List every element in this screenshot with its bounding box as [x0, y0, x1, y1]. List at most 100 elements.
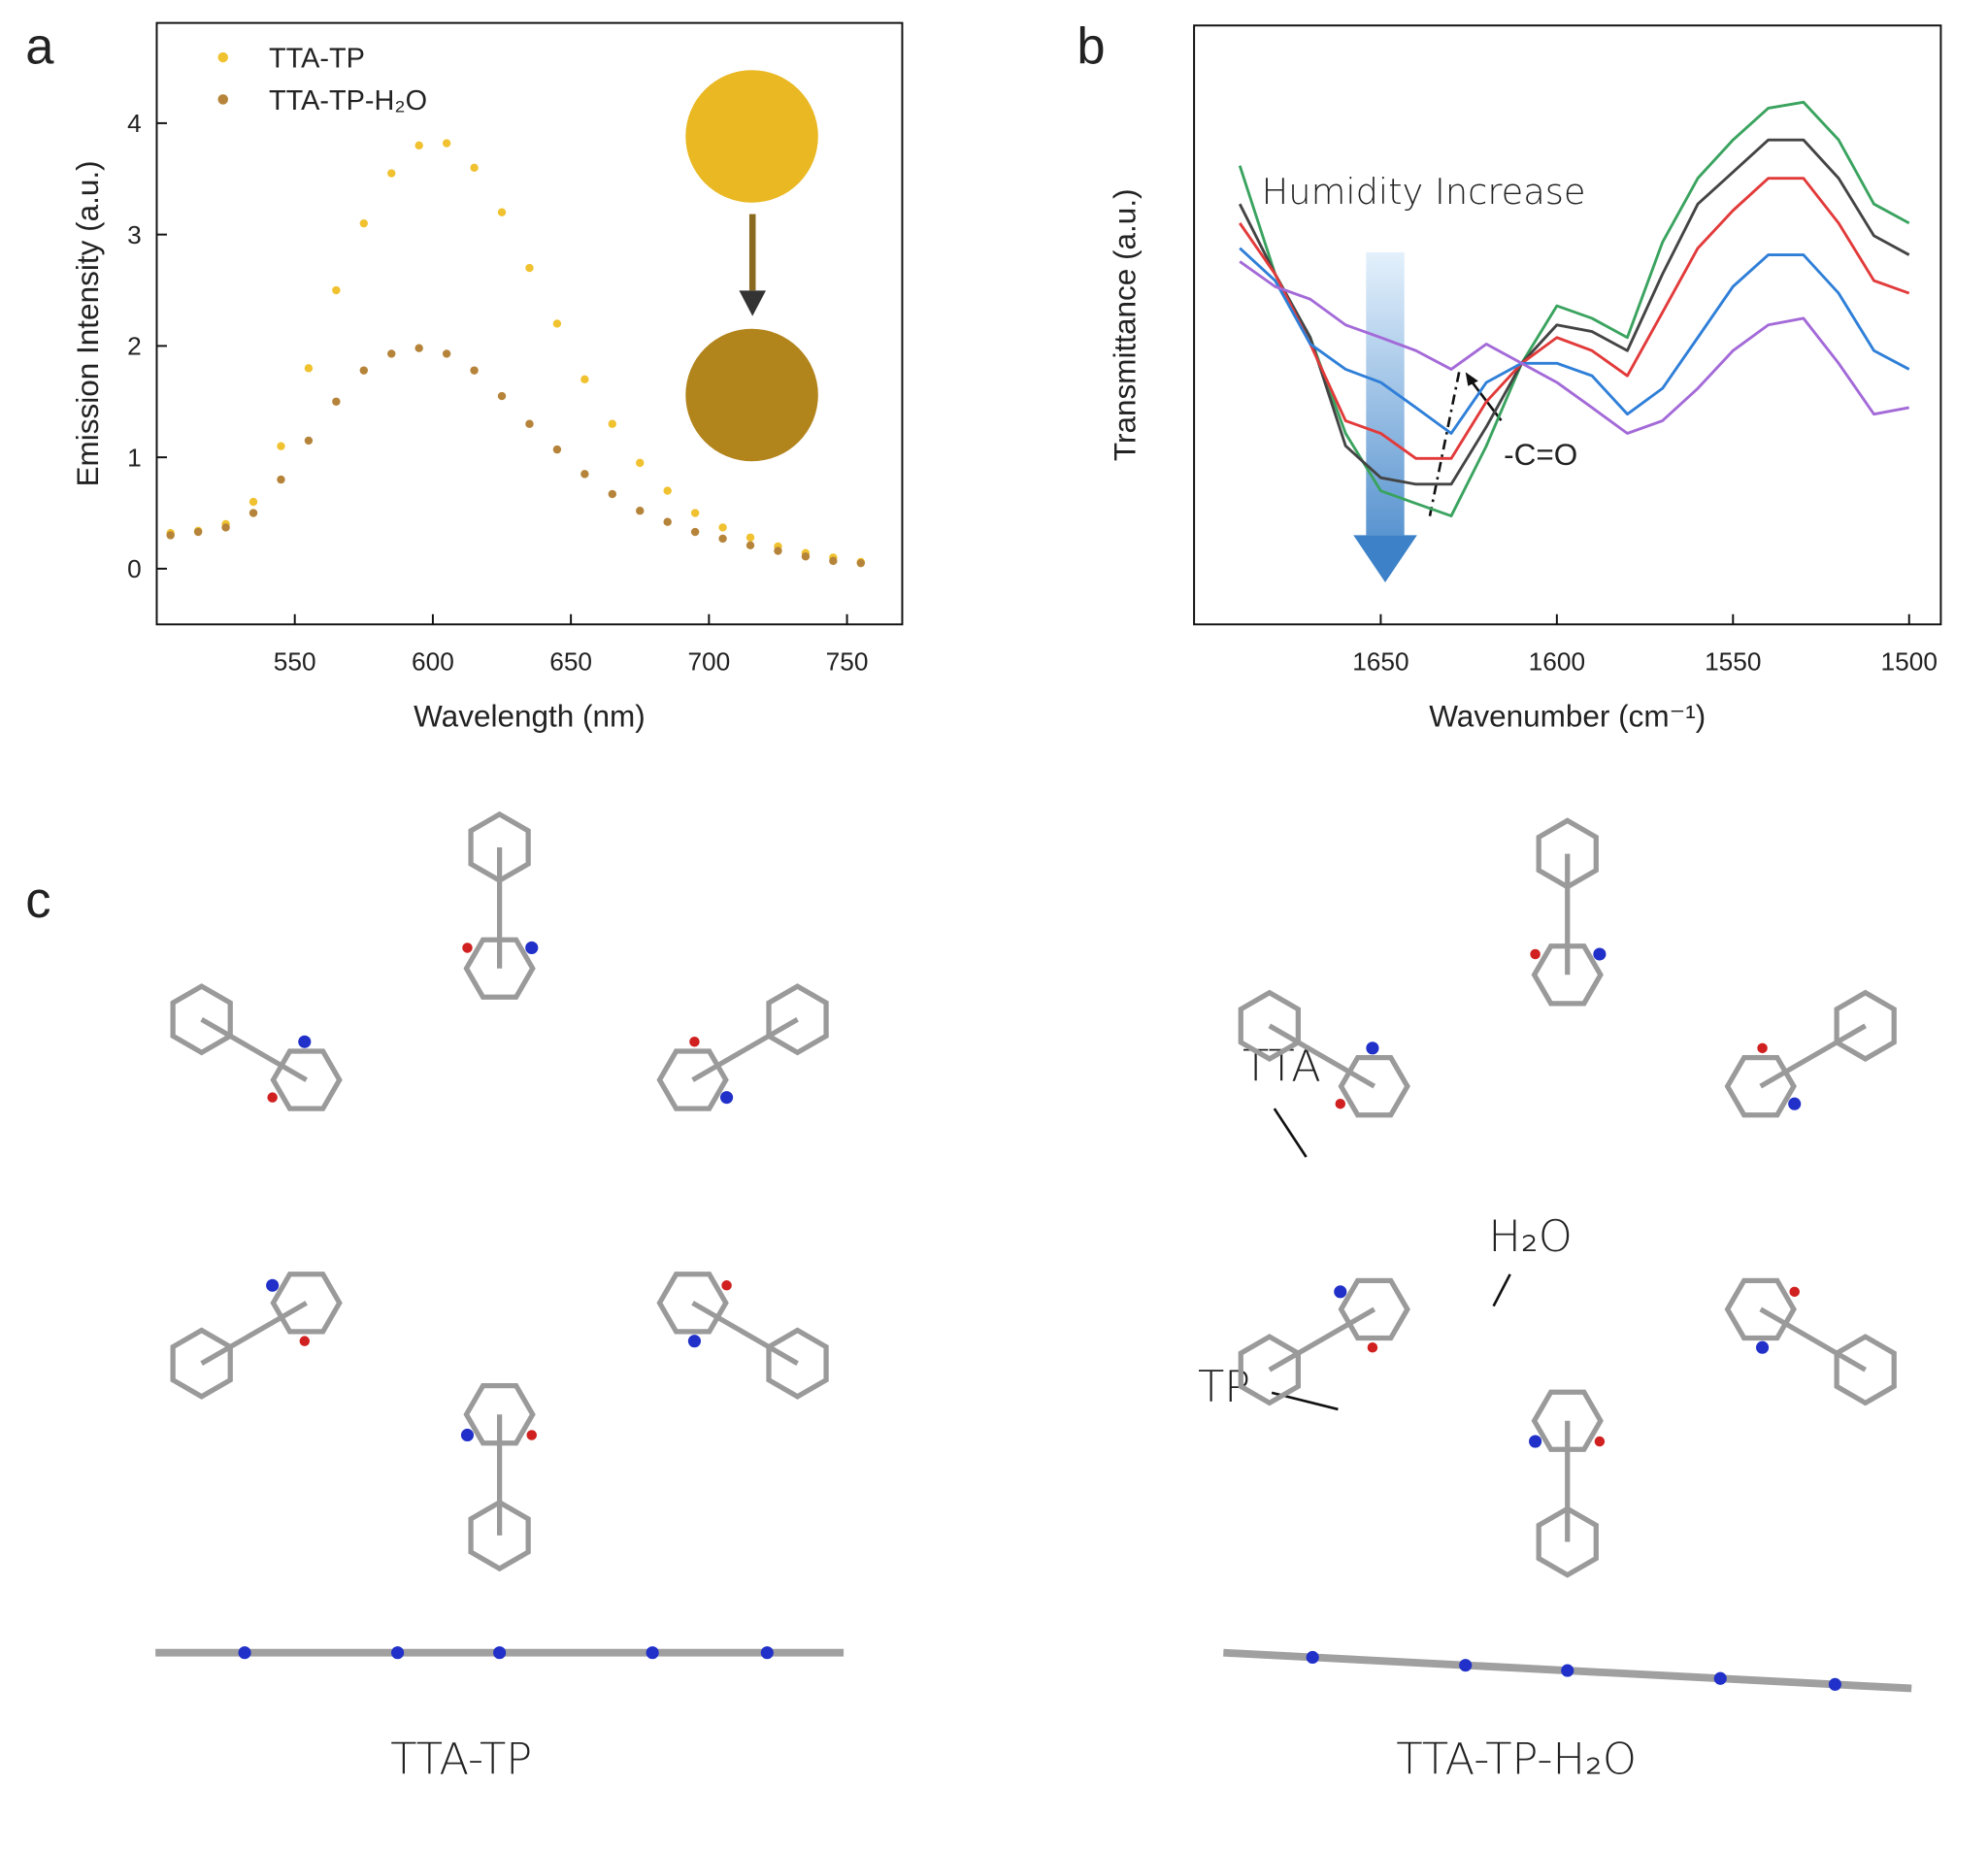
data-point [497, 391, 507, 401]
shift-arrow [1428, 372, 1461, 516]
nitrogen [525, 941, 539, 955]
x-tick-label: 1550 [1705, 647, 1761, 677]
side-atom [238, 1646, 251, 1660]
data-point [442, 349, 451, 358]
ring [1536, 1505, 1599, 1578]
side-atom [1713, 1671, 1727, 1685]
x-tick-label: 600 [412, 647, 454, 677]
data-point [774, 546, 782, 555]
arrow-head [739, 290, 766, 316]
side-atom [1459, 1659, 1473, 1672]
oxygen [462, 942, 473, 953]
pointer [1273, 1107, 1308, 1158]
annotation: Humidity Increase [1262, 171, 1586, 213]
oxygen [1367, 1341, 1378, 1353]
data-point [387, 349, 396, 358]
data-point [332, 285, 341, 295]
side-atom [493, 1646, 507, 1660]
ring [1536, 817, 1599, 890]
y-tick-label: 0 [127, 554, 142, 583]
data-point [718, 534, 727, 544]
data-point [690, 509, 700, 517]
data-point [221, 523, 230, 532]
ring [270, 1272, 343, 1335]
bond [1268, 1023, 1376, 1089]
x-tick-label: 700 [687, 647, 730, 677]
molecule [1223, 817, 1912, 1693]
data-point [442, 139, 451, 148]
data-point [359, 366, 369, 375]
ring [766, 1327, 829, 1400]
y-tick-label: 1 [127, 443, 142, 472]
data-point [690, 527, 700, 537]
ring [656, 1048, 729, 1111]
panel-label: a [25, 18, 54, 76]
data-point [636, 507, 645, 515]
oxygen [689, 1037, 700, 1047]
data-point [580, 470, 589, 479]
panel-label: c [25, 872, 50, 929]
data-point [277, 442, 285, 450]
data-point [497, 208, 507, 216]
oxygen [1530, 948, 1541, 960]
y-tick-label: 3 [127, 220, 142, 249]
ring [1238, 989, 1301, 1062]
bond [200, 1016, 308, 1082]
ring [1834, 989, 1897, 1062]
data-point [470, 163, 479, 173]
oxygen [267, 1092, 278, 1103]
humidity-arrow-head [1353, 535, 1417, 582]
series-line [1239, 177, 1910, 460]
data-point [193, 527, 203, 537]
data-point [552, 445, 562, 454]
film-dry [685, 70, 818, 203]
nitrogen [1366, 1041, 1379, 1055]
data-point [718, 523, 727, 532]
plot-area [166, 139, 865, 568]
nitrogen [266, 1278, 280, 1292]
legend-marker [217, 51, 228, 63]
bond [1759, 1306, 1868, 1372]
data-point [332, 397, 341, 406]
panel-label: b [1077, 18, 1105, 76]
oxygen [1594, 1436, 1606, 1447]
side-atom [1561, 1664, 1574, 1677]
data-point [304, 436, 314, 446]
data-point [608, 419, 617, 428]
plot-area [1238, 100, 1910, 517]
data-point [829, 556, 838, 566]
series-line [1238, 138, 1910, 486]
data-point [525, 419, 534, 428]
side-atom [1306, 1650, 1319, 1665]
ring [468, 1499, 531, 1572]
data-point [856, 558, 865, 568]
bond [691, 1016, 799, 1082]
nitrogen [687, 1335, 702, 1348]
co-arrow [1468, 378, 1503, 422]
x-tick-label: 750 [826, 647, 869, 677]
data-point [304, 364, 314, 373]
data-point [387, 169, 396, 178]
side-atom [391, 1646, 405, 1660]
pointer [1492, 1273, 1511, 1307]
y-tick-label: 4 [127, 109, 142, 138]
ring [468, 810, 531, 884]
ring [1531, 943, 1604, 1007]
nitrogen [460, 1428, 475, 1442]
data-point [525, 263, 534, 273]
bond [200, 1301, 308, 1366]
x-tick-label: 650 [549, 647, 592, 677]
ring [463, 1383, 536, 1446]
data-point [470, 366, 479, 375]
x-tick-label: 1600 [1529, 647, 1585, 677]
data-point [663, 517, 672, 526]
nitrogen [1788, 1097, 1802, 1110]
data-point [277, 475, 285, 484]
nitrogen [1529, 1435, 1542, 1448]
data-point [166, 531, 175, 540]
side-atom [760, 1646, 774, 1660]
y-tick-label: 2 [127, 332, 142, 361]
